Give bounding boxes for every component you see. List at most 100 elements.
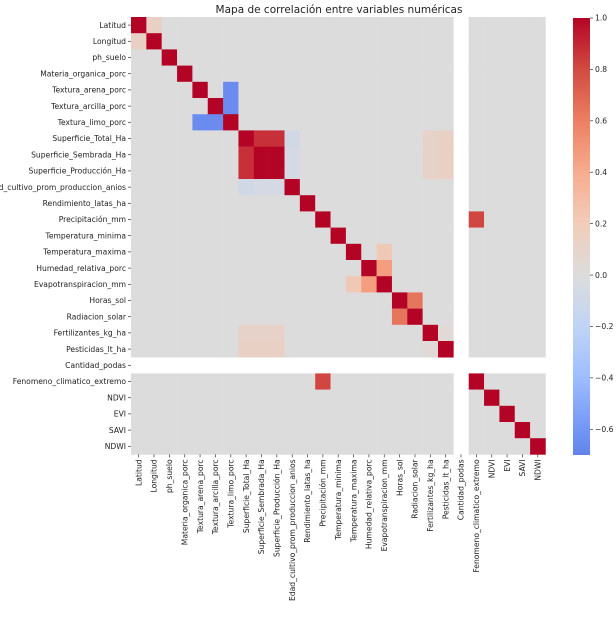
heatmap-cell <box>514 17 531 34</box>
heatmap-cell <box>438 276 454 293</box>
heatmap-cell <box>499 98 516 115</box>
heatmap-cell <box>299 373 316 390</box>
heatmap-cell <box>422 65 439 83</box>
heatmap-cell <box>299 243 316 261</box>
x-tick-label: Textura_arcilla_porc <box>211 459 220 535</box>
y-tick-label: Edad_cultivo_prom_produccion_anios <box>0 183 126 192</box>
heatmap-cell <box>315 146 331 164</box>
heatmap-cell <box>207 114 224 131</box>
heatmap-cell <box>315 292 331 309</box>
heatmap-cell <box>530 33 546 50</box>
heatmap-cell <box>253 179 270 196</box>
x-tick-label: Superficie_Producción_Ha <box>273 459 282 557</box>
heatmap-cell <box>315 422 331 439</box>
heatmap-cell <box>484 389 500 407</box>
heatmap-cell <box>422 98 439 115</box>
heatmap-cell <box>192 341 209 358</box>
heatmap-cell <box>177 17 193 34</box>
heatmap-cell <box>253 98 270 115</box>
heatmap-cell <box>131 405 147 423</box>
heatmap-cell <box>438 81 454 99</box>
x-tick-label: Superficie_Sembrada_Ha <box>257 459 266 554</box>
heatmap-cell <box>253 260 270 277</box>
heatmap-cell <box>468 308 485 326</box>
heatmap-cell <box>345 81 362 99</box>
heatmap-cell <box>269 227 285 245</box>
y-axis-ticks: Latitud Longitud ph_suelo Materia_organica_… <box>0 21 131 451</box>
heatmap-cell <box>361 422 377 439</box>
heatmap-cell <box>146 308 162 326</box>
colorbar-tick-label: −0.4 <box>595 374 614 383</box>
heatmap-cell <box>253 65 270 83</box>
heatmap-cell <box>223 98 239 115</box>
heatmap-cell <box>161 162 178 180</box>
heatmap-cell <box>284 114 301 131</box>
heatmap-cell <box>391 98 408 115</box>
heatmap-cell <box>391 162 408 180</box>
heatmap-cell <box>299 17 316 34</box>
heatmap-cell <box>299 98 316 115</box>
heatmap-cell <box>484 130 500 147</box>
heatmap-cell <box>223 243 239 261</box>
heatmap-cell <box>345 276 362 293</box>
heatmap-cell <box>207 292 224 309</box>
heatmap-cell <box>330 65 347 83</box>
heatmap-cell <box>161 195 178 212</box>
heatmap-cell <box>315 17 331 34</box>
heatmap-cell <box>269 179 285 196</box>
heatmap-cell <box>131 324 147 342</box>
heatmap-cell <box>131 292 147 309</box>
heatmap-cell <box>207 276 224 293</box>
heatmap-cell <box>376 292 393 309</box>
heatmap-cell <box>530 195 546 212</box>
heatmap-cell <box>146 65 162 83</box>
heatmap-cell <box>315 195 331 212</box>
heatmap-cell <box>161 260 178 277</box>
heatmap-cell <box>330 146 347 164</box>
heatmap-cell <box>468 49 485 66</box>
heatmap-cell <box>438 17 454 34</box>
heatmap-cell <box>315 49 331 66</box>
heatmap-cell <box>345 146 362 164</box>
heatmap-cell <box>499 373 516 390</box>
heatmap-cell <box>207 405 224 423</box>
heatmap-cell <box>131 308 147 326</box>
x-tick-label: Superficie_Total_Ha <box>242 459 251 533</box>
heatmap-cell <box>330 324 347 342</box>
heatmap-cell <box>422 49 439 66</box>
heatmap-cell <box>407 308 423 326</box>
heatmap-cell <box>407 373 423 390</box>
heatmap-cell <box>391 227 408 245</box>
heatmap-cell <box>345 49 362 66</box>
heatmap-cell <box>192 162 209 180</box>
heatmap-cell <box>238 405 255 423</box>
heatmap-cell <box>299 33 316 50</box>
heatmap-cell <box>422 146 439 164</box>
heatmap-cell <box>146 227 162 245</box>
heatmap-cell <box>177 405 193 423</box>
heatmap-cell <box>345 405 362 423</box>
heatmap-cell <box>376 324 393 342</box>
x-tick-label: Temperatura_minima <box>334 459 343 541</box>
heatmap-cell <box>361 179 377 196</box>
colorbar-tick-label: 0.2 <box>595 219 607 228</box>
heatmap-cell <box>330 243 347 261</box>
heatmap-cell <box>223 17 239 34</box>
heatmap-cell <box>468 65 485 83</box>
heatmap-cell <box>484 405 500 423</box>
heatmap-cell <box>468 130 485 147</box>
heatmap-cell <box>407 179 423 196</box>
heatmap-cell <box>407 260 423 277</box>
heatmap-cell <box>330 389 347 407</box>
heatmap-cell <box>484 65 500 83</box>
heatmap-cell <box>530 276 546 293</box>
heatmap-cell <box>422 373 439 390</box>
heatmap-cell <box>146 260 162 277</box>
heatmap-cell <box>269 324 285 342</box>
heatmap-cell <box>484 260 500 277</box>
heatmap-cell <box>146 438 162 455</box>
heatmap-cell <box>299 49 316 66</box>
colorbar-tick-label: 1.0 <box>595 14 607 23</box>
heatmap-cell <box>269 389 285 407</box>
heatmap-cell <box>438 292 454 309</box>
